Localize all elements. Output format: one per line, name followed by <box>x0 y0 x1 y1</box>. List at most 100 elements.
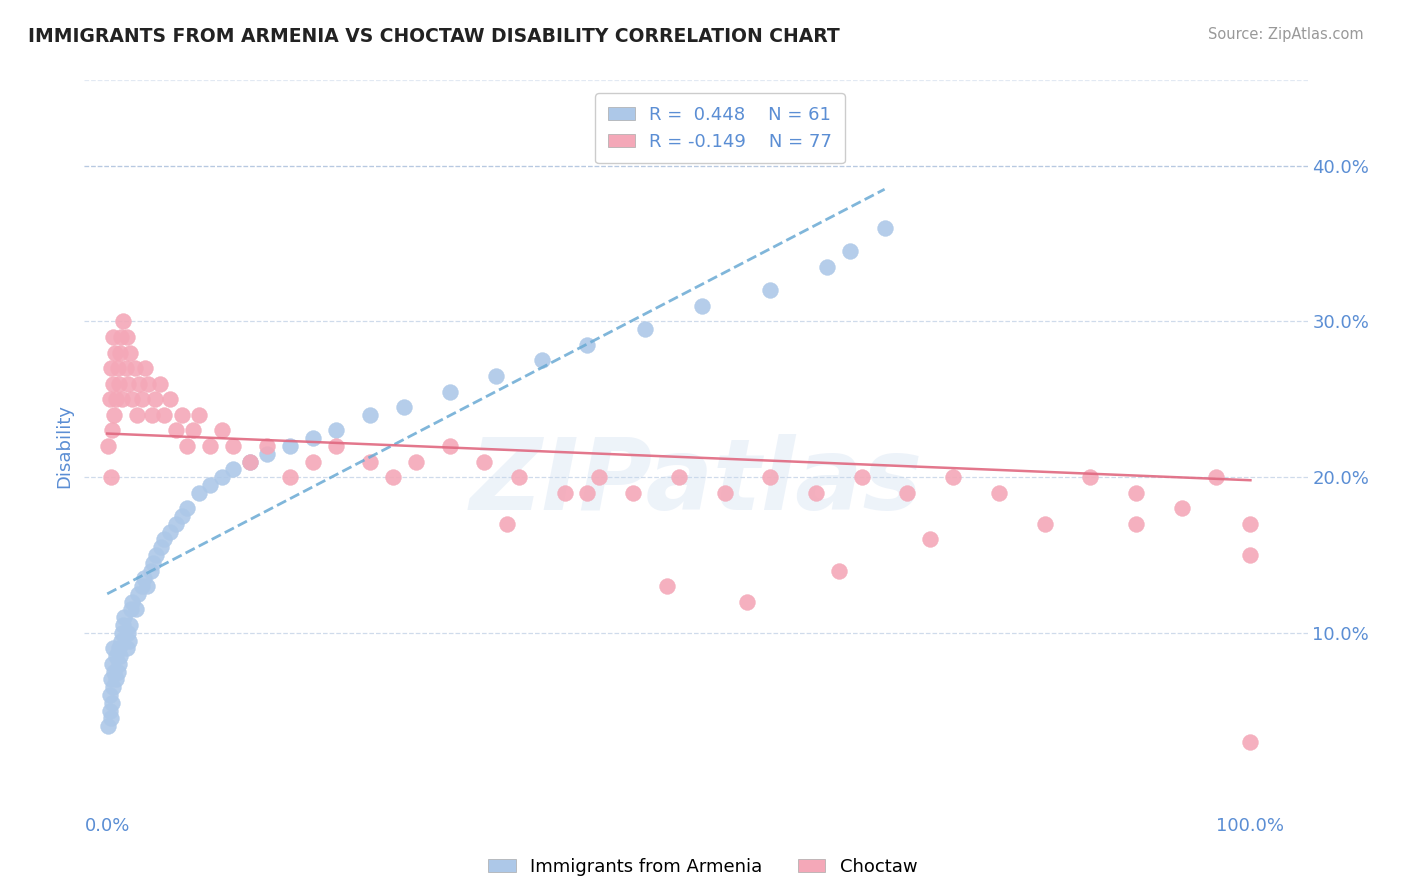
Point <box>107 361 129 376</box>
Point <box>817 260 839 274</box>
Point <box>112 610 135 624</box>
Point <box>187 408 209 422</box>
Point <box>136 579 159 593</box>
Point <box>165 516 187 531</box>
Point <box>256 439 278 453</box>
Point <box>125 408 148 422</box>
Point <box>139 564 162 578</box>
Point <box>211 470 233 484</box>
Point <box>181 424 204 438</box>
Point <box>115 641 138 656</box>
Point <box>1125 516 1147 531</box>
Point <box>107 641 129 656</box>
Point <box>942 470 965 484</box>
Point <box>873 221 896 235</box>
Y-axis label: Disability: Disability <box>55 404 73 488</box>
Point <box>713 485 735 500</box>
Point <box>198 478 221 492</box>
Point <box>103 408 125 422</box>
Point <box>668 470 690 484</box>
Point <box>100 673 122 687</box>
Point <box>302 454 325 468</box>
Point <box>101 376 124 391</box>
Point <box>176 439 198 453</box>
Point <box>120 618 142 632</box>
Point <box>127 587 149 601</box>
Point <box>1239 548 1261 562</box>
Point <box>278 439 301 453</box>
Point <box>382 470 405 484</box>
Point <box>170 408 193 422</box>
Point <box>1239 516 1261 531</box>
Point <box>120 602 142 616</box>
Point <box>325 439 347 453</box>
Point <box>118 633 141 648</box>
Point <box>105 673 128 687</box>
Point <box>108 649 131 664</box>
Point <box>121 594 143 608</box>
Point <box>100 361 122 376</box>
Point <box>1171 501 1194 516</box>
Point <box>110 330 132 344</box>
Point <box>98 392 121 407</box>
Point <box>97 439 120 453</box>
Point <box>112 618 135 632</box>
Point <box>759 284 782 298</box>
Point <box>804 485 827 500</box>
Point <box>851 470 873 484</box>
Point <box>121 392 143 407</box>
Point <box>141 408 163 422</box>
Point <box>101 657 124 671</box>
Point <box>987 485 1010 500</box>
Point <box>149 540 172 554</box>
Point <box>576 338 599 352</box>
Legend: R =  0.448    N = 61, R = -0.149    N = 77: R = 0.448 N = 61, R = -0.149 N = 77 <box>595 93 845 163</box>
Point <box>1125 485 1147 500</box>
Point <box>101 330 124 344</box>
Point <box>104 345 127 359</box>
Point <box>120 345 142 359</box>
Point <box>828 564 851 578</box>
Point <box>98 688 121 702</box>
Point <box>474 454 496 468</box>
Point <box>896 485 918 500</box>
Point <box>170 509 193 524</box>
Point <box>153 408 176 422</box>
Point <box>131 579 153 593</box>
Point <box>149 376 172 391</box>
Point <box>302 431 325 445</box>
Point <box>508 470 530 484</box>
Point <box>588 470 610 484</box>
Point <box>576 485 599 500</box>
Point <box>98 704 121 718</box>
Point <box>100 470 122 484</box>
Point <box>405 454 427 468</box>
Point <box>222 462 245 476</box>
Point <box>187 485 209 500</box>
Point <box>108 345 131 359</box>
Point <box>107 657 129 671</box>
Point <box>101 424 124 438</box>
Point <box>105 649 128 664</box>
Point <box>134 361 156 376</box>
Point <box>105 392 128 407</box>
Point <box>1080 470 1102 484</box>
Point <box>115 330 138 344</box>
Point <box>485 368 508 383</box>
Point <box>737 594 759 608</box>
Point <box>211 424 233 438</box>
Point <box>1205 470 1227 484</box>
Point <box>325 424 347 438</box>
Point <box>439 439 461 453</box>
Point <box>131 392 153 407</box>
Point <box>117 376 139 391</box>
Point <box>100 711 122 725</box>
Point <box>101 680 124 694</box>
Text: ZIPatlas: ZIPatlas <box>470 434 922 531</box>
Point <box>278 470 301 484</box>
Point <box>112 314 135 328</box>
Point <box>359 408 381 422</box>
Point <box>159 524 181 539</box>
Point <box>621 485 644 500</box>
Point <box>107 665 129 679</box>
